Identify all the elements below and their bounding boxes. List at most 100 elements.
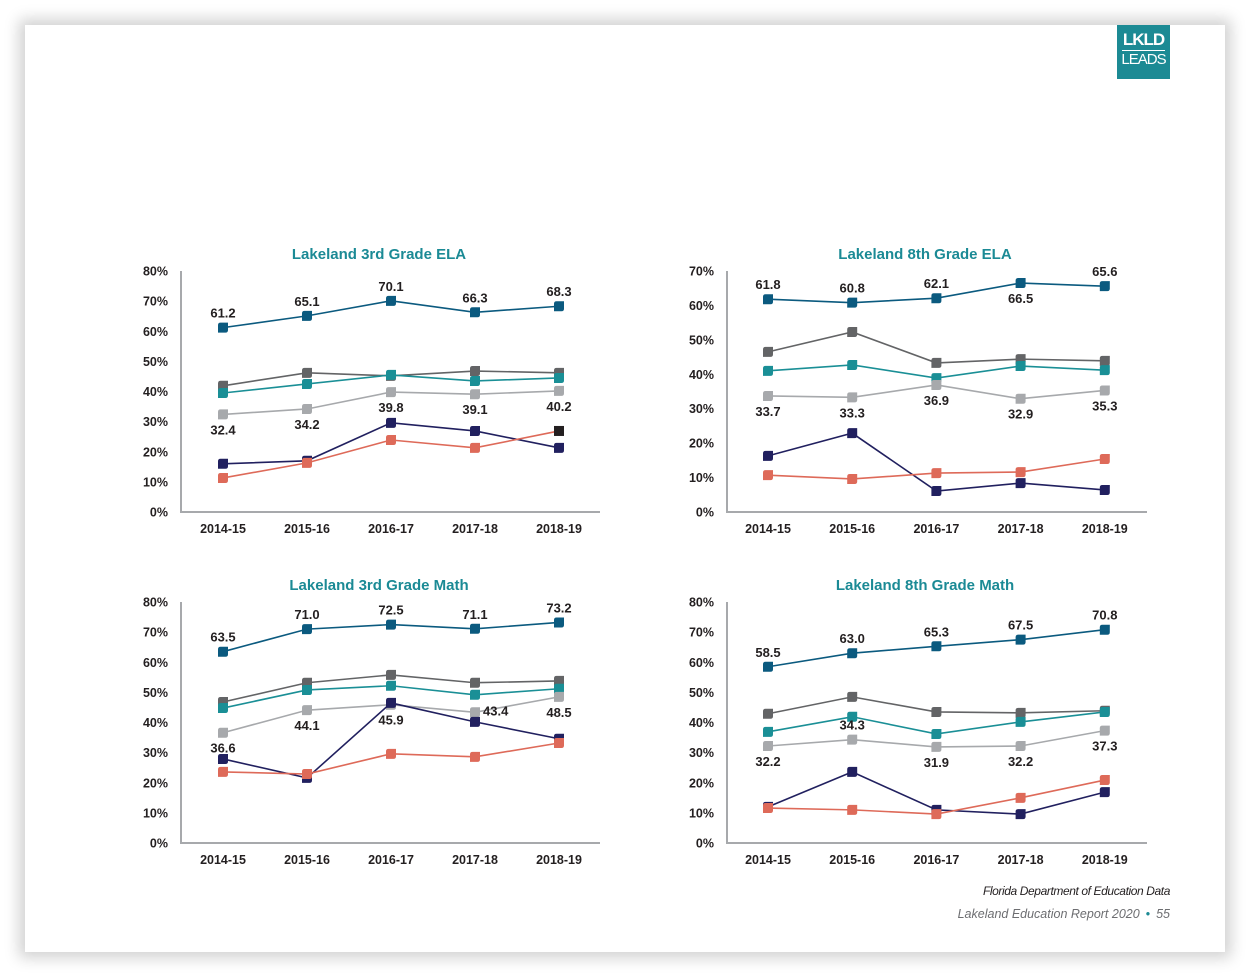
data-point-marker bbox=[218, 322, 228, 333]
x-tick-label: 2015-16 bbox=[829, 853, 875, 867]
data-point-marker bbox=[931, 706, 942, 717]
data-point-marker bbox=[470, 623, 480, 634]
data-point-marker bbox=[931, 728, 942, 739]
data-label: 40.2 bbox=[546, 399, 571, 414]
data-point-marker bbox=[554, 385, 564, 396]
series-teal bbox=[763, 706, 1110, 739]
x-tick-label: 2018-19 bbox=[536, 853, 582, 867]
data-label: 62.1 bbox=[924, 276, 949, 291]
data-label: 65.1 bbox=[294, 294, 319, 309]
data-point-marker bbox=[302, 457, 312, 468]
data-point-marker bbox=[302, 378, 312, 389]
data-label: 67.5 bbox=[1008, 618, 1033, 633]
y-tick-label: 80% bbox=[143, 596, 168, 610]
data-point-marker bbox=[470, 677, 480, 688]
data-point-marker bbox=[386, 435, 396, 446]
x-tick-label: 2017-18 bbox=[452, 522, 498, 536]
data-point-marker bbox=[847, 804, 858, 815]
y-tick-label: 60% bbox=[689, 299, 714, 313]
data-point-marker bbox=[763, 390, 773, 401]
data-label: 71.0 bbox=[294, 607, 319, 622]
data-label: 35.3 bbox=[1092, 398, 1117, 413]
data-label: 61.2 bbox=[210, 306, 235, 321]
data-point-marker bbox=[1015, 716, 1026, 727]
x-tick-label: 2018-19 bbox=[1082, 853, 1128, 867]
data-point-marker bbox=[1099, 385, 1110, 396]
x-tick-label: 2016-17 bbox=[368, 522, 414, 536]
y-tick-label: 50% bbox=[143, 686, 168, 700]
y-tick-label: 80% bbox=[689, 596, 714, 610]
x-tick-label: 2017-18 bbox=[452, 853, 498, 867]
y-tick-label: 70% bbox=[143, 295, 168, 309]
data-point-marker bbox=[218, 646, 228, 657]
x-tick-label: 2014-15 bbox=[745, 853, 791, 867]
data-label: 33.7 bbox=[755, 404, 780, 419]
data-point-marker bbox=[1099, 484, 1110, 495]
x-tick-label: 2017-18 bbox=[998, 522, 1044, 536]
series-teal bbox=[218, 680, 564, 714]
y-tick-label: 70% bbox=[689, 626, 714, 640]
x-tick-label: 2017-18 bbox=[998, 853, 1044, 867]
data-point-marker bbox=[1015, 634, 1026, 645]
data-point-marker bbox=[554, 617, 564, 628]
data-point-marker bbox=[931, 485, 942, 496]
data-label: 36.9 bbox=[924, 393, 949, 408]
series-lightgray: 33.7 33.3 36.9 32.9 35.3 bbox=[755, 379, 1117, 422]
data-label: 65.3 bbox=[924, 624, 949, 639]
data-label: 32.2 bbox=[755, 754, 780, 769]
data-label: 36.6 bbox=[210, 741, 235, 756]
data-label: 73.2 bbox=[546, 600, 571, 615]
data-label: 39.1 bbox=[462, 402, 487, 417]
data-point-marker bbox=[1099, 624, 1110, 635]
data-label: 32.2 bbox=[1008, 754, 1033, 769]
y-tick-label: 60% bbox=[689, 656, 714, 670]
data-label: 43.4 bbox=[483, 703, 509, 718]
chart-3rd-math: Lakeland 3rd Grade Math 0% 10% 20% 30% 40% 50%… bbox=[143, 577, 600, 867]
data-point-marker bbox=[931, 809, 942, 820]
data-label: 34.2 bbox=[294, 417, 319, 432]
lkld-leads-logo: LKLD LEADS bbox=[1117, 25, 1170, 79]
data-point-marker bbox=[470, 425, 480, 436]
y-tick-label: 50% bbox=[689, 686, 714, 700]
data-label: 70.8 bbox=[1092, 608, 1117, 623]
data-point-marker bbox=[1015, 707, 1026, 718]
data-label: 32.4 bbox=[210, 422, 236, 437]
data-point-marker bbox=[554, 691, 564, 702]
x-tick-label: 2016-17 bbox=[913, 522, 959, 536]
data-point-marker bbox=[218, 703, 228, 714]
page-footer: Lakeland Education Report 2020 • 55 bbox=[958, 907, 1170, 921]
data-point-marker bbox=[847, 691, 858, 702]
data-label: 71.1 bbox=[462, 607, 487, 622]
data-label: 58.5 bbox=[755, 645, 780, 660]
data-point-marker bbox=[763, 346, 773, 357]
series-teal bbox=[218, 369, 564, 399]
series-blue: 63.5 71.0 72.5 71.1 73.2 bbox=[210, 600, 572, 657]
data-point-marker bbox=[847, 473, 858, 484]
report-title: Lakeland Education Report 2020 bbox=[957, 907, 1140, 921]
y-tick-label: 0% bbox=[696, 837, 714, 851]
data-point-marker bbox=[1015, 278, 1026, 289]
y-tick-label: 0% bbox=[696, 506, 714, 520]
data-point-marker bbox=[847, 392, 858, 403]
data-label: 65.6 bbox=[1092, 264, 1117, 279]
y-tick-label: 30% bbox=[143, 746, 168, 760]
x-tick-label: 2015-16 bbox=[829, 522, 875, 536]
data-label: 37.3 bbox=[1092, 739, 1117, 754]
x-tick-label: 2018-19 bbox=[536, 522, 582, 536]
series-salmon bbox=[218, 425, 564, 483]
series-navy bbox=[218, 697, 564, 783]
data-label: 45.9 bbox=[378, 713, 403, 728]
y-tick-label: 0% bbox=[150, 506, 168, 520]
data-point-marker bbox=[1099, 453, 1110, 464]
source-note: Florida Department of Education Data bbox=[982, 884, 1170, 898]
y-tick-label: 70% bbox=[143, 626, 168, 640]
series-darkgray bbox=[763, 326, 1110, 368]
data-point-marker bbox=[847, 766, 858, 777]
y-tick-label: 20% bbox=[689, 437, 714, 451]
y-tick-label: 10% bbox=[143, 806, 168, 820]
data-point-marker bbox=[1015, 792, 1026, 803]
data-point-marker bbox=[1099, 365, 1110, 376]
data-point-marker bbox=[1099, 787, 1110, 798]
x-tick-label: 2016-17 bbox=[368, 853, 414, 867]
